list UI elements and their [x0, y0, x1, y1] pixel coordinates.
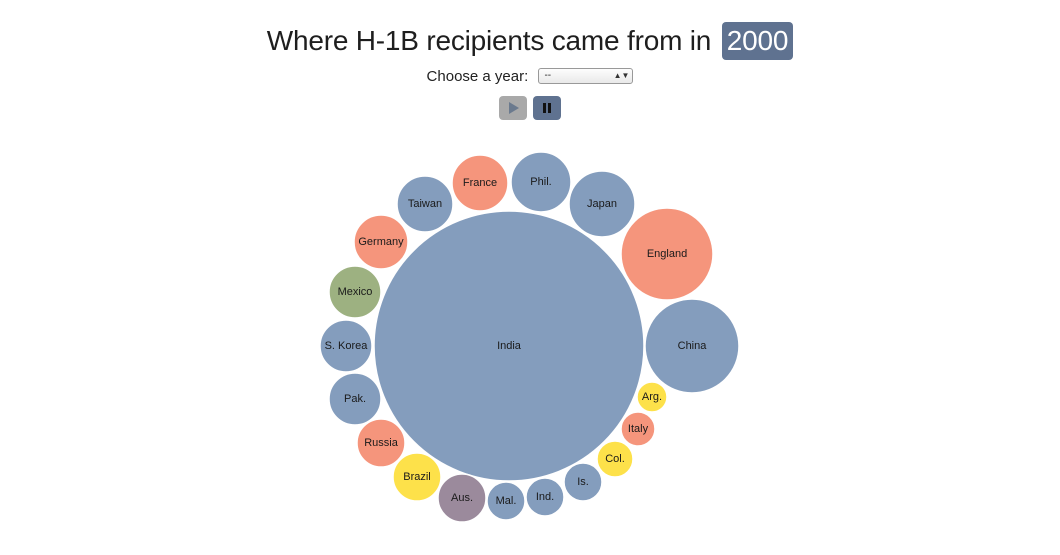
bubble-label-france: France	[463, 177, 497, 189]
bubble-arg[interactable]: Arg.	[636, 381, 668, 413]
bubble-circle-col[interactable]	[596, 440, 634, 478]
bubble-ind[interactable]: Ind.	[525, 477, 565, 517]
bubble-circle-japan[interactable]	[568, 170, 636, 238]
bubble-label-india: India	[497, 340, 522, 352]
bubble-china[interactable]: China	[644, 298, 740, 394]
choose-year-label: Choose a year:	[426, 68, 529, 85]
bubble-label-italy: Italy	[628, 423, 649, 435]
bubble-brazil[interactable]: Brazil	[392, 452, 442, 502]
bubble-circle-france[interactable]	[451, 154, 509, 212]
bubble-pak[interactable]: Pak.	[328, 372, 382, 426]
bubble-france[interactable]: France	[451, 154, 509, 212]
bubble-col[interactable]: Col.	[596, 440, 634, 478]
bubble-india[interactable]: India	[373, 210, 645, 482]
bubble-label-col: Col.	[605, 453, 625, 465]
bubble-circle-brazil[interactable]	[392, 452, 442, 502]
bubble-label-germany: Germany	[358, 236, 404, 248]
bubble-aus[interactable]: Aus.	[437, 473, 487, 523]
bubble-circle-russia[interactable]	[356, 418, 406, 468]
bubble-label-japan: Japan	[587, 198, 617, 210]
bubble-japan[interactable]: Japan	[568, 170, 636, 238]
play-icon	[508, 102, 519, 114]
play-button[interactable]	[498, 96, 527, 120]
bubble-circle-italy[interactable]	[620, 411, 656, 447]
year-badge: 2000	[721, 22, 794, 60]
bubble-label-china: China	[678, 340, 708, 352]
bubble-mal[interactable]: Mal.	[486, 481, 526, 521]
year-control: Choose a year: -- ▲▼	[0, 66, 1060, 88]
bubble-label-mal: Mal.	[496, 495, 517, 507]
bubble-label-aus: Aus.	[451, 492, 473, 504]
bubble-circle-aus[interactable]	[437, 473, 487, 523]
pause-button[interactable]	[533, 96, 562, 120]
bubble-label-brazil: Brazil	[403, 471, 431, 483]
bubble-circle-germany[interactable]	[353, 214, 409, 270]
bubble-label-taiwan: Taiwan	[408, 198, 442, 210]
bubble-label-pak: Pak.	[344, 393, 366, 405]
bubble-mexico[interactable]: Mexico	[328, 265, 382, 319]
bubble-label-mexico: Mexico	[338, 286, 373, 298]
bubble-circle-is[interactable]	[563, 462, 603, 502]
bubble-taiwan[interactable]: Taiwan	[396, 175, 454, 233]
bubble-label-russia: Russia	[364, 437, 399, 449]
year-select-value: --	[544, 69, 552, 81]
bubble-s-korea[interactable]: S. Korea	[319, 319, 373, 373]
bubble-label-s-korea: S. Korea	[325, 340, 369, 352]
bubble-circle-pak[interactable]	[328, 372, 382, 426]
bubble-circle-arg[interactable]	[636, 381, 668, 413]
bubble-circle-phil[interactable]	[510, 151, 572, 213]
bubble-circle-india[interactable]	[373, 210, 645, 482]
bubble-label-arg: Arg.	[642, 391, 662, 403]
bubble-russia[interactable]: Russia	[356, 418, 406, 468]
bubble-phil[interactable]: Phil.	[510, 151, 572, 213]
bubble-circle-s-korea[interactable]	[319, 319, 373, 373]
bubble-label-phil: Phil.	[530, 176, 551, 188]
select-arrows-icon: ▲▼	[613, 70, 630, 80]
bubble-label-england: England	[647, 248, 687, 260]
bubble-is[interactable]: Is.	[563, 462, 603, 502]
bubble-circle-england[interactable]	[620, 207, 714, 301]
year-select[interactable]: -- ▲▼	[538, 67, 634, 84]
bubble-circle-ind[interactable]	[525, 477, 565, 517]
bubble-circle-mal[interactable]	[486, 481, 526, 521]
bubble-label-is: Is.	[577, 476, 589, 488]
bubble-circle-mexico[interactable]	[328, 265, 382, 319]
bubble-label-ind: Ind.	[536, 491, 554, 503]
bubble-circle-china[interactable]	[644, 298, 740, 394]
bubble-circle-taiwan[interactable]	[396, 175, 454, 233]
playback-controls	[0, 96, 1060, 120]
bubble-england[interactable]: England	[620, 207, 714, 301]
bubble-italy[interactable]: Italy	[620, 411, 656, 447]
bubble-germany[interactable]: Germany	[353, 214, 409, 270]
page-title: Where H-1B recipients came from in 2000	[0, 20, 1060, 62]
title-text: Where H-1B recipients came from in	[266, 25, 712, 56]
